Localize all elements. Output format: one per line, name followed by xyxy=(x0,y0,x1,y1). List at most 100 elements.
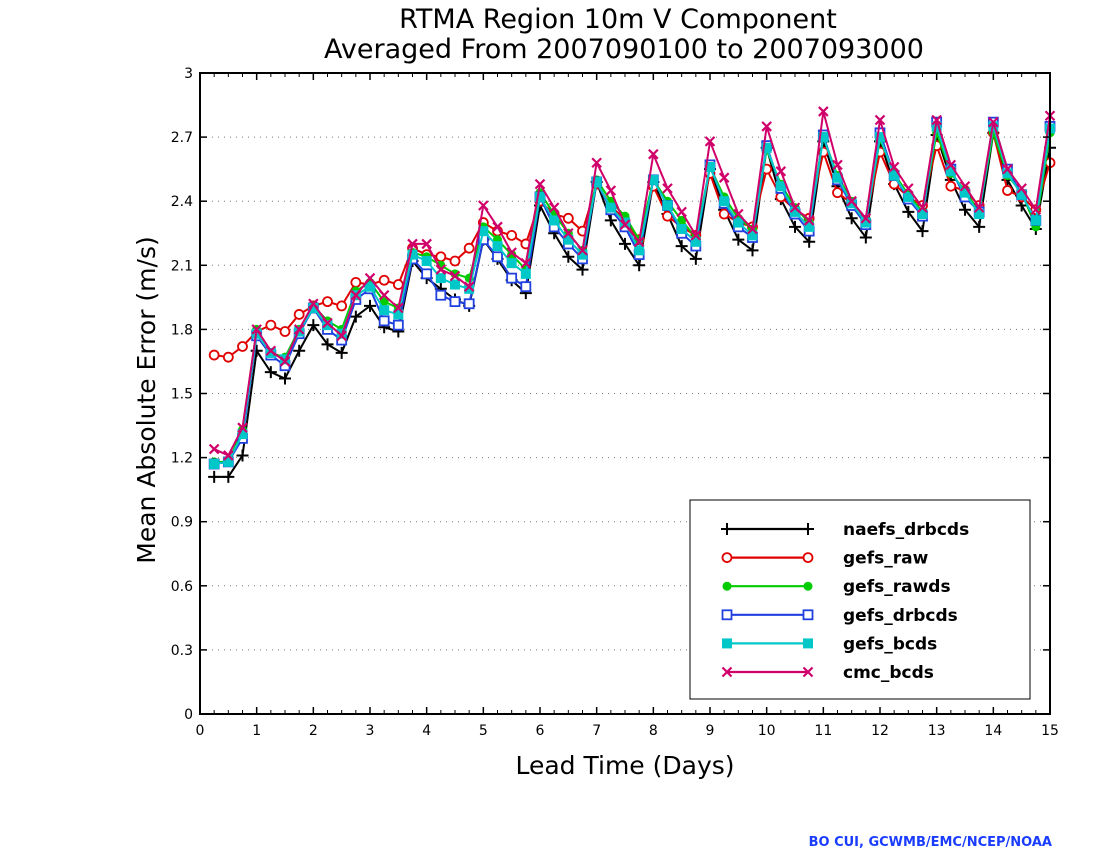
data-point xyxy=(308,298,319,310)
y-tick-label: 1.5 xyxy=(171,387,193,403)
data-point xyxy=(506,247,517,258)
data-point xyxy=(1016,189,1027,200)
data-point xyxy=(392,319,404,331)
data-point xyxy=(718,172,730,183)
data-point xyxy=(874,114,886,126)
data-point xyxy=(279,326,291,337)
data-point xyxy=(860,213,872,224)
data-point xyxy=(719,196,730,207)
legend-label: gefs_rawds xyxy=(843,577,951,597)
data-point xyxy=(463,281,475,292)
data-point xyxy=(223,456,234,467)
data-point xyxy=(265,319,277,331)
legend-marker xyxy=(722,638,732,649)
legend-box xyxy=(689,499,1031,700)
data-point xyxy=(492,251,503,263)
y-tick-label: 2.4 xyxy=(171,194,193,210)
data-point xyxy=(336,300,348,312)
data-point xyxy=(859,231,872,244)
data-point xyxy=(988,116,999,128)
data-point xyxy=(308,303,319,314)
x-tick-label: 6 xyxy=(536,723,545,739)
credit-text: BO CUI, GCWMB/EMC/NCEP/NOAA xyxy=(809,835,1052,850)
legend-marker xyxy=(802,609,814,621)
x-tick-label: 2 xyxy=(309,723,318,739)
series-line xyxy=(213,110,1051,457)
plot-area xyxy=(208,106,1056,483)
x-tick-label: 15 xyxy=(1041,723,1059,739)
data-point xyxy=(675,240,688,253)
legend-marker xyxy=(802,523,814,535)
data-point xyxy=(322,317,333,329)
data-point xyxy=(804,221,815,232)
data-point xyxy=(336,330,347,342)
data-point xyxy=(945,166,956,177)
data-point xyxy=(563,227,574,239)
data-point xyxy=(562,250,575,263)
data-point xyxy=(689,252,702,265)
data-point xyxy=(364,299,376,312)
legend-marker xyxy=(722,581,732,591)
legend-item-naefs_drbcds: naefs_drbcds xyxy=(721,520,969,540)
data-point xyxy=(279,356,291,367)
data-point xyxy=(251,324,262,335)
x-tick-label: 8 xyxy=(649,723,658,739)
data-point xyxy=(222,351,234,363)
series-line xyxy=(214,131,1051,463)
data-point xyxy=(506,229,518,241)
data-point xyxy=(902,205,915,218)
legend-marker xyxy=(721,609,733,621)
legend-marker xyxy=(802,552,814,563)
data-point xyxy=(732,233,745,246)
data-point xyxy=(903,191,914,202)
legend-label: gefs_bcds xyxy=(843,634,937,654)
data-point xyxy=(945,159,957,171)
data-point xyxy=(705,162,715,173)
data-point xyxy=(648,148,659,160)
x-tick-label: 12 xyxy=(871,723,889,739)
data-point xyxy=(846,195,857,207)
data-point xyxy=(293,309,305,320)
legend-label: gefs_drbcds xyxy=(843,606,958,626)
data-point xyxy=(350,289,362,301)
data-point xyxy=(761,121,772,132)
data-point xyxy=(1002,185,1013,196)
data-point xyxy=(236,449,249,462)
data-point xyxy=(222,470,235,483)
data-point xyxy=(237,429,248,440)
data-point xyxy=(591,176,602,187)
legend-item-cmc_bcds: cmc_bcds xyxy=(721,663,934,683)
data-point xyxy=(803,215,815,226)
data-point xyxy=(492,221,503,233)
x-tick-label: 11 xyxy=(814,723,832,739)
axis-ticks: 00.30.60.91.21.51.82.12.42.730 1 2 3 4 5 6 7 8 9 1… xyxy=(171,66,1059,739)
y-tick-label: 1.8 xyxy=(171,322,193,338)
y-tick-label: 1.2 xyxy=(171,451,193,467)
data-point xyxy=(478,226,489,237)
legend-item-gefs_rawds: gefs_rawds xyxy=(722,577,951,597)
x-tick-label: 1 xyxy=(252,723,261,739)
data-point xyxy=(662,200,673,211)
data-point xyxy=(959,180,971,192)
data-point xyxy=(960,187,970,198)
data-point xyxy=(648,174,659,185)
x-axis-label: Lead Time (Days) xyxy=(515,751,734,780)
data-point xyxy=(279,372,291,385)
data-point xyxy=(577,249,588,260)
data-point xyxy=(704,136,716,147)
data-point xyxy=(633,236,645,248)
data-point xyxy=(223,450,234,461)
data-point xyxy=(945,180,957,192)
data-point xyxy=(577,245,588,256)
legend-label: cmc_bcds xyxy=(843,663,934,683)
data-point xyxy=(478,200,489,211)
legend-marker xyxy=(721,552,733,563)
series-line xyxy=(214,131,1051,478)
x-tick-label: 4 xyxy=(422,723,431,739)
data-point xyxy=(733,217,744,228)
data-point xyxy=(761,142,772,153)
data-point xyxy=(889,170,900,181)
data-point xyxy=(435,273,446,284)
data-point xyxy=(1002,168,1013,179)
